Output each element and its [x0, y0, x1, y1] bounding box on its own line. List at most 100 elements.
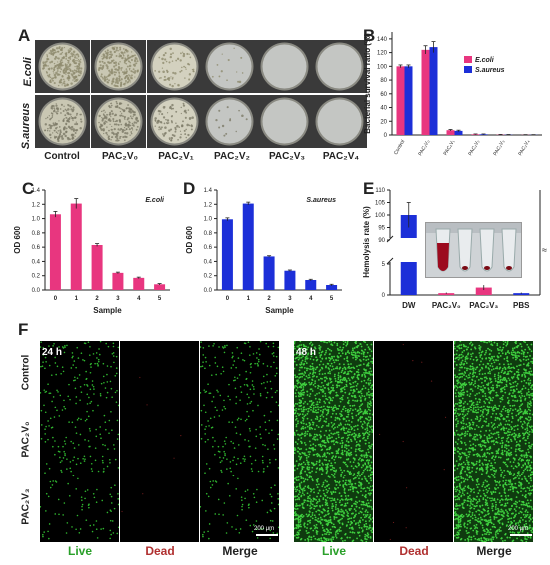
live-cell: [311, 378, 313, 381]
live-cell: [332, 475, 335, 477]
live-cell: [334, 380, 337, 382]
live-cell: [346, 465, 349, 468]
live-cell: [324, 445, 327, 448]
live-cell: [306, 390, 309, 393]
live-cell: [250, 366, 252, 368]
live-cell: [527, 461, 530, 464]
live-cell: [315, 460, 318, 463]
live-cell: [298, 357, 301, 359]
live-cell: [303, 381, 306, 384]
live-cell: [454, 392, 457, 394]
live-cell: [327, 388, 330, 391]
live-cell: [314, 347, 317, 350]
live-cell: [317, 408, 320, 411]
live-cell: [307, 455, 310, 458]
live-cell: [243, 455, 246, 458]
colony: [120, 102, 123, 105]
live-cell: [361, 373, 364, 376]
live-cell: [277, 467, 279, 469]
live-cell: [513, 432, 516, 435]
colony: [55, 111, 57, 113]
live-cell: [249, 354, 251, 356]
live-cell: [490, 464, 493, 467]
live-cell: [322, 363, 325, 366]
colony: [75, 121, 77, 123]
live-cell: [116, 419, 119, 422]
live-cell: [349, 370, 351, 372]
colony: [107, 136, 110, 139]
live-cell: [312, 448, 314, 451]
live-cell: [502, 377, 505, 380]
live-cell: [524, 348, 527, 351]
colony: [164, 78, 167, 81]
live-cell: [520, 466, 523, 469]
panel-a-col-label: PAC₂V₁: [158, 151, 194, 162]
live-cell: [345, 447, 348, 450]
live-cell: [504, 371, 506, 373]
live-cell: [327, 362, 330, 365]
live-cell: [510, 426, 513, 428]
live-cell: [336, 347, 339, 350]
live-cell: [73, 456, 76, 458]
live-cell: [352, 381, 355, 384]
live-cell: [463, 383, 466, 386]
live-cell: [335, 394, 338, 397]
live-cell: [265, 428, 267, 431]
panel-letter-c: C: [22, 179, 35, 198]
live-cell: [515, 454, 518, 456]
petri-dish-image: [150, 97, 199, 146]
live-cell: [457, 358, 460, 361]
colony: [68, 126, 72, 130]
live-cell: [273, 444, 275, 446]
live-cell: [66, 522, 69, 524]
colony: [128, 74, 130, 76]
live-cell: [218, 415, 221, 417]
live-cell: [504, 432, 507, 435]
live-cell: [500, 437, 503, 440]
live-cell: [364, 410, 366, 413]
panel-letter-a: A: [18, 26, 31, 45]
live-cell: [531, 413, 533, 416]
panel-f: Control PAC₂V₀ PAC₂V₃ 24 h 48 h 200 μm 2…: [0, 320, 550, 565]
colony: [135, 119, 137, 121]
colony: [156, 121, 159, 124]
live-cell: [500, 381, 502, 384]
live-cell: [89, 354, 91, 356]
colony: [171, 77, 174, 80]
colony: [133, 71, 137, 74]
live-cell: [111, 429, 113, 432]
live-cell: [328, 370, 331, 373]
live-cell: [467, 410, 470, 413]
colony: [121, 128, 125, 132]
colony: [62, 132, 66, 136]
live-cell: [508, 434, 511, 436]
live-cell: [223, 399, 225, 402]
live-cell: [364, 397, 367, 400]
live-cell: [458, 357, 461, 359]
live-cell: [349, 383, 352, 386]
live-cell: [213, 416, 216, 418]
live-cell: [479, 467, 481, 470]
live-cell: [482, 440, 485, 443]
live-cell: [318, 434, 321, 436]
live-cell: [526, 432, 529, 434]
live-cell: [488, 341, 491, 343]
live-cell: [478, 347, 481, 350]
colony: [116, 102, 119, 105]
live-cell: [316, 452, 319, 455]
live-cell: [356, 351, 359, 354]
colony: [108, 118, 111, 121]
live-cell: [236, 419, 239, 421]
live-cell: [345, 344, 348, 347]
colony: [57, 57, 60, 60]
live-cell: [274, 484, 276, 487]
live-cell: [96, 488, 98, 491]
live-cell: [527, 462, 530, 465]
colony: [162, 70, 165, 74]
live-cell: [318, 500, 321, 502]
live-cell: [356, 346, 359, 349]
live-cell: [480, 435, 482, 438]
x-tick-label: PAC₂V₀: [432, 301, 461, 310]
live-cell: [208, 523, 211, 525]
colony: [49, 130, 51, 132]
